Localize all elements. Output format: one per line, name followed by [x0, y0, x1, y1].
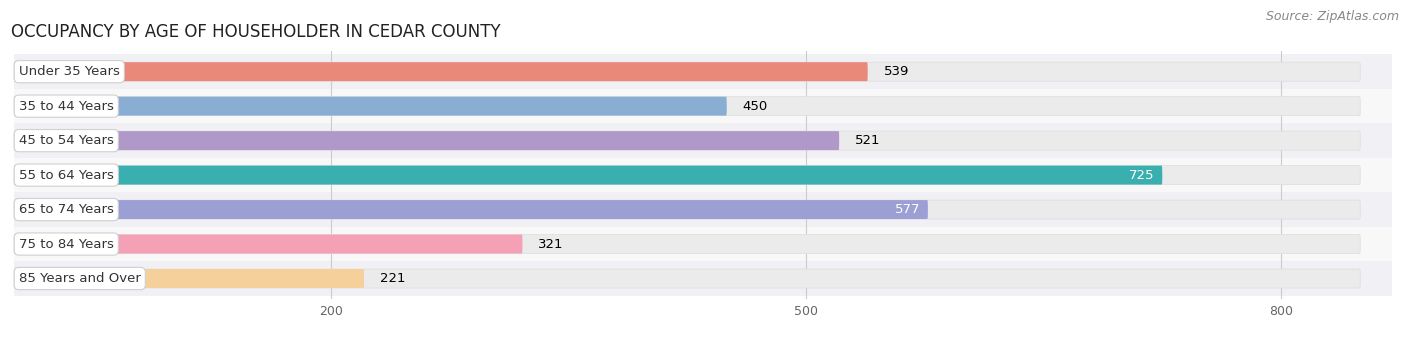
- Text: 321: 321: [538, 238, 564, 251]
- FancyBboxPatch shape: [14, 97, 727, 116]
- Text: 35 to 44 Years: 35 to 44 Years: [18, 100, 114, 113]
- Text: 539: 539: [883, 65, 908, 78]
- FancyBboxPatch shape: [14, 227, 1392, 261]
- FancyBboxPatch shape: [14, 166, 1360, 185]
- FancyBboxPatch shape: [14, 269, 364, 288]
- FancyBboxPatch shape: [14, 54, 1392, 89]
- FancyBboxPatch shape: [14, 200, 1360, 219]
- FancyBboxPatch shape: [14, 192, 1392, 227]
- Text: 521: 521: [855, 134, 880, 147]
- Text: Source: ZipAtlas.com: Source: ZipAtlas.com: [1265, 10, 1399, 23]
- FancyBboxPatch shape: [14, 97, 1360, 116]
- Text: 65 to 74 Years: 65 to 74 Years: [18, 203, 114, 216]
- Text: Under 35 Years: Under 35 Years: [18, 65, 120, 78]
- FancyBboxPatch shape: [14, 62, 868, 81]
- FancyBboxPatch shape: [14, 131, 839, 150]
- Text: 55 to 64 Years: 55 to 64 Years: [18, 169, 114, 182]
- FancyBboxPatch shape: [14, 166, 1163, 185]
- Text: 577: 577: [894, 203, 920, 216]
- FancyBboxPatch shape: [14, 89, 1392, 123]
- FancyBboxPatch shape: [14, 235, 1360, 254]
- FancyBboxPatch shape: [14, 123, 1392, 158]
- Text: 221: 221: [380, 272, 405, 285]
- FancyBboxPatch shape: [14, 62, 1360, 81]
- FancyBboxPatch shape: [14, 261, 1392, 296]
- FancyBboxPatch shape: [14, 269, 1360, 288]
- FancyBboxPatch shape: [14, 200, 928, 219]
- Text: 45 to 54 Years: 45 to 54 Years: [18, 134, 114, 147]
- FancyBboxPatch shape: [14, 158, 1392, 192]
- Text: OCCUPANCY BY AGE OF HOUSEHOLDER IN CEDAR COUNTY: OCCUPANCY BY AGE OF HOUSEHOLDER IN CEDAR…: [11, 23, 501, 41]
- Text: 85 Years and Over: 85 Years and Over: [18, 272, 141, 285]
- FancyBboxPatch shape: [14, 131, 1360, 150]
- Text: 725: 725: [1129, 169, 1154, 182]
- Text: 75 to 84 Years: 75 to 84 Years: [18, 238, 114, 251]
- Text: 450: 450: [742, 100, 768, 113]
- FancyBboxPatch shape: [14, 235, 523, 254]
